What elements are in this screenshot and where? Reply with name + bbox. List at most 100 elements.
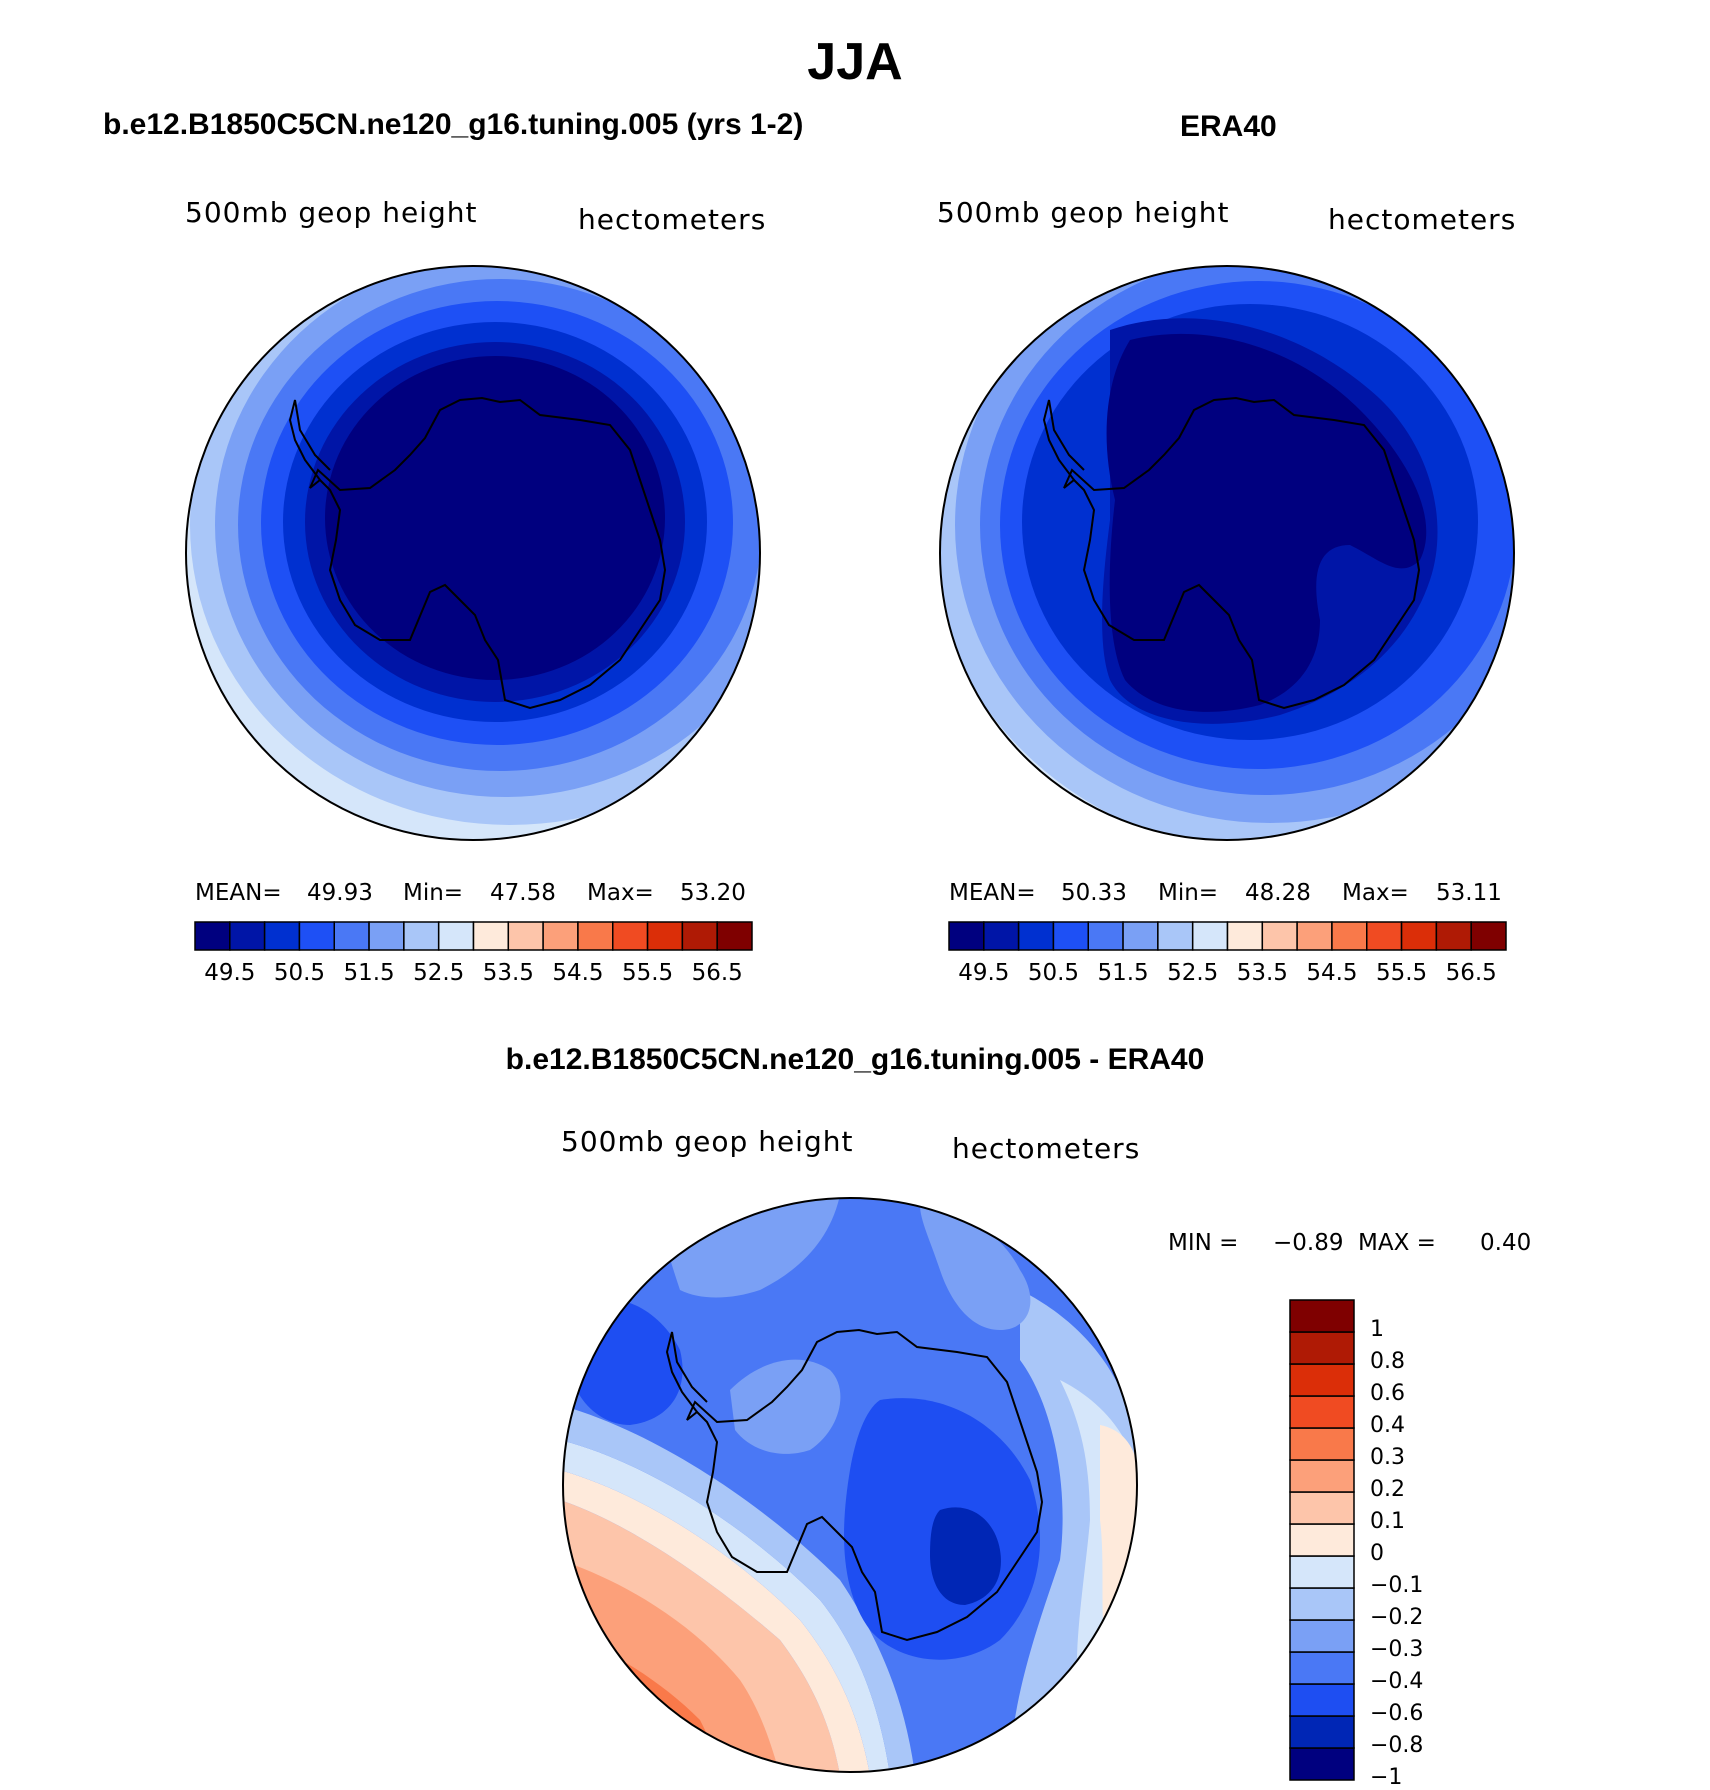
model-colorbar-tick-label: 49.5 [204, 960, 256, 986]
diff-colorbar-tick-label: 0.8 [1370, 1349, 1405, 1374]
model-mean-label: MEAN= [195, 880, 282, 906]
model-colorbar-box [577, 921, 614, 951]
obs-colorbar-tick-label: 54.5 [1306, 960, 1358, 986]
model-map [186, 266, 760, 840]
model-band-49.5 [325, 356, 665, 680]
diff-colorbar-tick-label: −0.2 [1370, 1605, 1424, 1630]
obs-band-49.5 [1106, 333, 1427, 712]
model-variable-label: 500mb geop height [185, 196, 478, 229]
model-map-border [185, 265, 761, 841]
model-colorbar-box [507, 921, 544, 951]
diff-colorbar-box [1289, 1491, 1355, 1525]
diff-colorbar-box [1289, 1555, 1355, 1589]
model-panel-title: b.e12.B1850C5CN.ne120_g16.tuning.005 (yr… [103, 108, 804, 141]
obs-max-label: Max= [1342, 880, 1409, 906]
diff-colorbar-box [1289, 1619, 1355, 1653]
model-colorbar-tick-label: 52.5 [413, 960, 465, 986]
obs-colorbar-box [1157, 921, 1194, 951]
model-colorbar-tick-label: 50.5 [273, 960, 326, 986]
figure-main-title: JJA [807, 33, 903, 91]
obs-units-label: hectometers [1328, 203, 1517, 236]
obs-colorbar-tick-label: 51.5 [1097, 960, 1149, 986]
diff-units-label: hectometers [952, 1132, 1141, 1165]
obs-colorbar-box [1052, 921, 1089, 951]
obs-min-label: Min= [1158, 880, 1219, 906]
obs-colorbar-box [1400, 921, 1438, 951]
diff-min-value: −0.89 [1273, 1230, 1344, 1256]
model-colorbar-box [472, 921, 510, 951]
model-colorbar-box [298, 921, 335, 951]
obs-colorbar-box [1226, 921, 1264, 951]
diff-colorbar-tick-label: −0.6 [1370, 1701, 1424, 1726]
model-colorbar-box [437, 921, 475, 951]
model-colorbar-box [263, 921, 301, 951]
model-colorbar-box [681, 921, 718, 951]
diff-min-label: MIN = [1168, 1230, 1239, 1256]
diff-colorbar-tick-label: −0.3 [1370, 1637, 1424, 1662]
obs-peninsula [1042, 399, 1085, 481]
model-peninsula [288, 399, 331, 481]
model-colorbar-tick-label: 54.5 [552, 960, 604, 986]
obs-min-value: 48.28 [1245, 880, 1311, 906]
diff-band-minus-0.2 [563, 1405, 915, 1772]
model-mean-value: 49.93 [307, 880, 373, 906]
obs-variable-label: 500mb geop height [937, 196, 1230, 229]
diff-colorbar-tick-label: 0.6 [1370, 1381, 1405, 1406]
diff-colorbar-box [1289, 1459, 1355, 1493]
diff-colorbar-box [1289, 1427, 1355, 1461]
diff-colorbar-tick-label: 0.3 [1370, 1445, 1405, 1470]
diff-colorbar-tick-label: 0.1 [1370, 1509, 1405, 1534]
obs-colorbar [948, 921, 1507, 951]
obs-colorbar-tick-label: 55.5 [1375, 960, 1428, 986]
diff-colorbar-tick-label: −1 [1370, 1765, 1403, 1790]
diff-colorbar-tick-label: 1 [1370, 1317, 1384, 1342]
diff-band-right-light [1010, 1290, 1137, 1772]
diff-colorbar-box [1289, 1363, 1355, 1397]
diff-colorbar-box [1289, 1299, 1355, 1333]
diff-colorbar-box [1289, 1747, 1355, 1781]
diff-colorbar-tick-label: 0.4 [1370, 1413, 1405, 1438]
obs-colorbar-box [1435, 921, 1472, 951]
obs-colorbar-box [1470, 921, 1507, 951]
model-colorbar-tick-label: 56.5 [691, 960, 743, 986]
diff-colorbar-tick-label: 0.2 [1370, 1477, 1405, 1502]
obs-colorbar-box [1087, 921, 1124, 951]
model-colorbar-box [194, 921, 231, 951]
diff-colorbar-tick-label: −0.1 [1370, 1573, 1424, 1598]
diff-max-label: MAX = [1358, 1230, 1436, 1256]
model-colorbar-tick-label: 53.5 [482, 960, 534, 986]
model-colorbar-box [229, 921, 266, 951]
obs-colorbar-tick-label: 52.5 [1167, 960, 1219, 986]
obs-mean-value: 50.33 [1061, 880, 1127, 906]
obs-panel-title: ERA40 [1180, 110, 1277, 143]
diff-map-border [562, 1197, 1138, 1773]
model-colorbar-box [716, 921, 753, 951]
diff-colorbar-box [1289, 1715, 1355, 1749]
model-colorbar-box [403, 921, 440, 951]
diff-colorbar-box [1289, 1651, 1355, 1685]
obs-max-value: 53.11 [1436, 880, 1502, 906]
diff-colorbar-box [1289, 1683, 1355, 1717]
model-units-label: hectometers [578, 203, 767, 236]
model-max-value: 53.20 [680, 880, 746, 906]
obs-colorbar-box [1017, 921, 1055, 951]
diff-variable-label: 500mb geop height [561, 1125, 854, 1158]
model-colorbar [194, 921, 753, 951]
model-colorbar-box [646, 921, 684, 951]
obs-colorbar-tick-label: 56.5 [1445, 960, 1497, 986]
obs-mean-label: MEAN= [949, 880, 1036, 906]
model-colorbar-box [368, 921, 405, 951]
diff-colorbar-box [1289, 1587, 1355, 1621]
obs-colorbar-box [983, 921, 1020, 951]
model-colorbar-box [542, 921, 579, 951]
obs-colorbar-box [1296, 921, 1333, 951]
diff-band-zero [563, 1470, 870, 1772]
diff-band-minus-0.1 [563, 1440, 890, 1772]
obs-map-border [939, 265, 1515, 841]
diff-colorbar-tick-label: 0 [1370, 1541, 1384, 1566]
obs-colorbar-box [1191, 921, 1229, 951]
diff-band-peninsula-light [730, 1359, 841, 1454]
diff-band-top-right-light [920, 1205, 1031, 1330]
diff-colorbar-tick-label: −0.4 [1370, 1669, 1424, 1694]
